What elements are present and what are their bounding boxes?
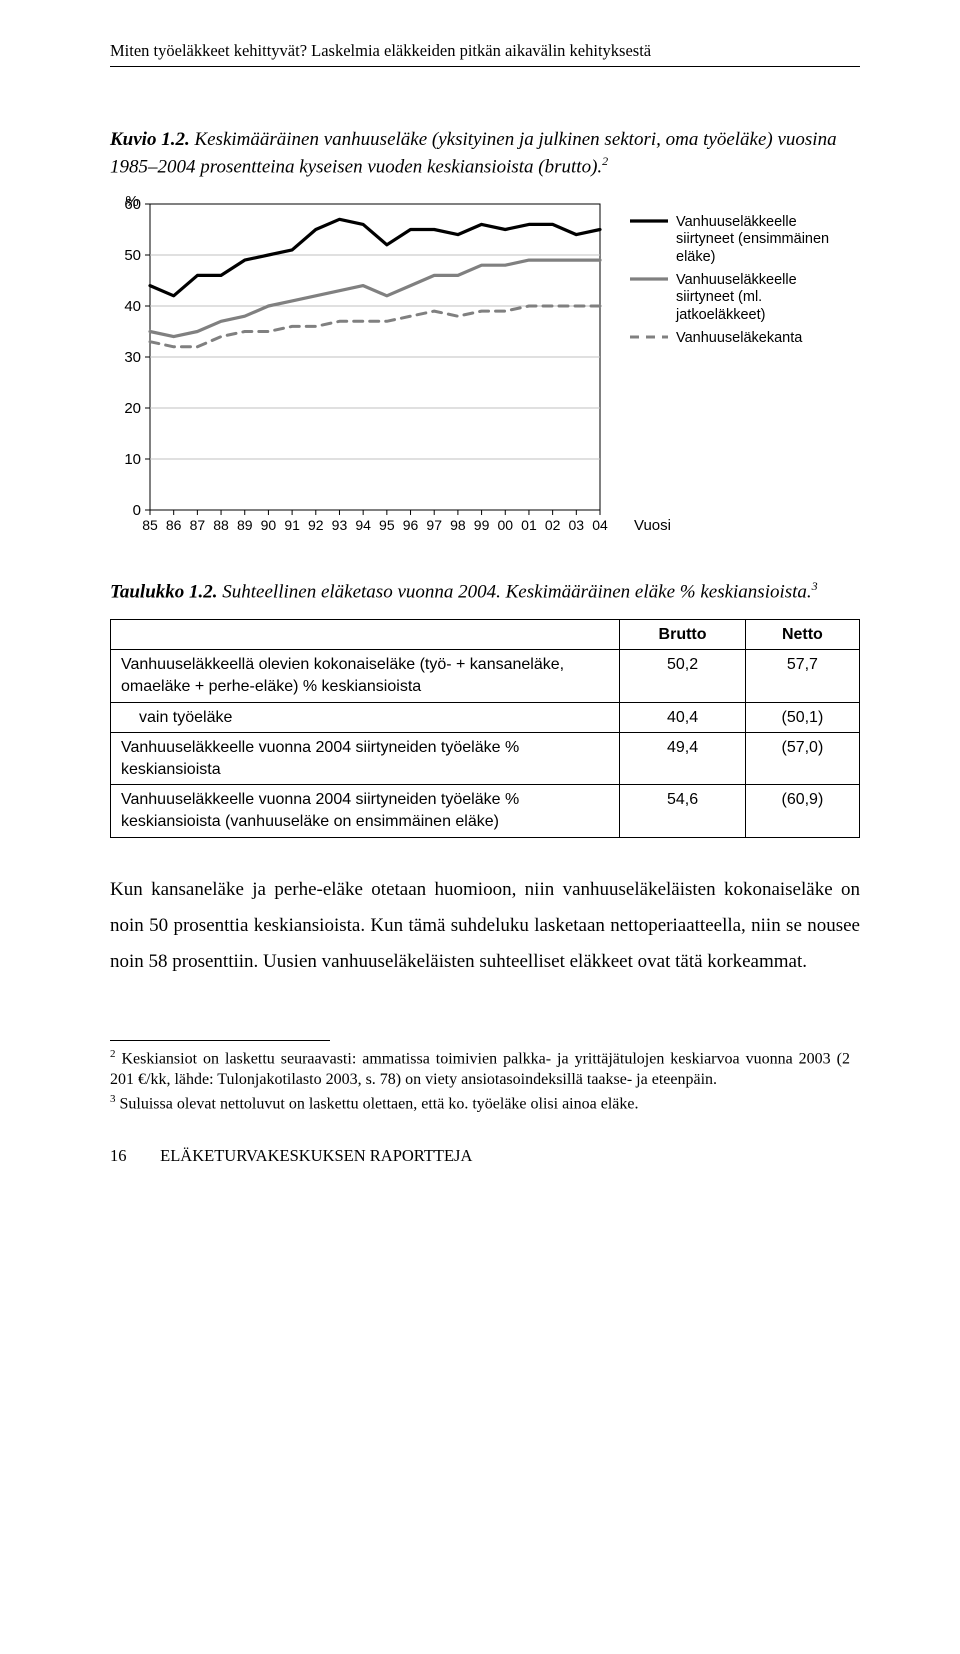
svg-text:40: 40 xyxy=(124,298,141,315)
legend-swatch xyxy=(630,272,668,286)
figure-title: Keskimääräinen vanhuuseläke (yksityinen … xyxy=(110,129,837,177)
table-cell-netto: (50,1) xyxy=(745,702,859,733)
svg-text:04: 04 xyxy=(592,517,608,533)
data-table: BruttoNettoVanhuuseläkkeellä olevien kok… xyxy=(110,619,860,838)
svg-text:%: % xyxy=(125,194,138,210)
table-row: Vanhuuseläkkeelle vuonna 2004 siirtyneid… xyxy=(111,733,860,785)
footnote-2-num: 2 xyxy=(110,1048,116,1060)
table-header-cell xyxy=(111,619,620,650)
legend-label: Vanhuuseläkekanta xyxy=(676,330,802,347)
table-row: Vanhuuseläkkeelle vuonna 2004 siirtyneid… xyxy=(111,785,860,837)
svg-text:30: 30 xyxy=(124,349,141,366)
svg-text:94: 94 xyxy=(355,517,371,533)
figure-sup: 2 xyxy=(602,154,608,168)
table-cell-label: vain työeläke xyxy=(111,702,620,733)
svg-text:93: 93 xyxy=(332,517,348,533)
svg-text:96: 96 xyxy=(403,517,419,533)
svg-text:87: 87 xyxy=(190,517,206,533)
svg-text:50: 50 xyxy=(124,247,141,264)
table-cell-label: Vanhuuseläkkeellä olevien kokonaiseläke … xyxy=(111,650,620,702)
table-cell-brutto: 50,2 xyxy=(620,650,745,702)
footnote-2-text: Keskiansiot on laskettu seuraavasti: amm… xyxy=(110,1050,850,1087)
footnote-3: 3 Suluissa olevat nettoluvut on laskettu… xyxy=(110,1092,850,1115)
table-cell-brutto: 49,4 xyxy=(620,733,745,785)
footnote-3-num: 3 xyxy=(110,1093,116,1105)
svg-text:20: 20 xyxy=(124,400,141,417)
table-cell-label: Vanhuuseläkkeelle vuonna 2004 siirtyneid… xyxy=(111,733,620,785)
legend-swatch xyxy=(630,214,668,228)
figure-label: Kuvio 1.2. xyxy=(110,129,190,150)
table-cell-brutto: 40,4 xyxy=(620,702,745,733)
svg-text:99: 99 xyxy=(474,517,490,533)
table-cell-netto: (57,0) xyxy=(745,733,859,785)
table-row: Vanhuuseläkkeellä olevien kokonaiseläke … xyxy=(111,650,860,702)
table-cell-netto: 57,7 xyxy=(745,650,859,702)
table-header-row: BruttoNetto xyxy=(111,619,860,650)
svg-text:86: 86 xyxy=(166,517,182,533)
svg-text:92: 92 xyxy=(308,517,324,533)
table-cell-label: Vanhuuseläkkeelle vuonna 2004 siirtyneid… xyxy=(111,785,620,837)
svg-text:Vuosi: Vuosi xyxy=(634,517,671,534)
figure-caption: Kuvio 1.2. Keskimääräinen vanhuuseläke (… xyxy=(110,127,860,180)
svg-text:89: 89 xyxy=(237,517,253,533)
footnote-3-text: Suluissa olevat nettoluvut on laskettu o… xyxy=(120,1095,639,1112)
svg-text:88: 88 xyxy=(213,517,229,533)
page-footer: 16 ELÄKETURVAKESKUKSEN RAPORTTEJA xyxy=(110,1145,860,1167)
svg-text:02: 02 xyxy=(545,517,561,533)
body-paragraph: Kun kansaneläke ja perhe-eläke otetaan h… xyxy=(110,872,860,980)
svg-text:91: 91 xyxy=(284,517,300,533)
table-caption: Taulukko 1.2. Suhteellinen eläketaso vuo… xyxy=(110,578,860,605)
running-head: Miten työeläkkeet kehittyvät? Laskelmia … xyxy=(110,40,860,67)
table-row: vain työeläke40,4(50,1) xyxy=(111,702,860,733)
table-sup: 3 xyxy=(812,579,818,593)
table-label: Taulukko 1.2. xyxy=(110,581,218,602)
legend-label: Vanhuuseläkkeelle siirtyneet (ml. jatkoe… xyxy=(676,272,830,324)
footnote-2: 2 Keskiansiot on laskettu seuraavasti: a… xyxy=(110,1047,850,1090)
chart: 0102030405060%85868788899091929394959697… xyxy=(110,194,830,544)
table-header-cell: Netto xyxy=(745,619,859,650)
table-title: Suhteellinen eläketaso vuonna 2004. Kesk… xyxy=(222,581,811,602)
svg-text:10: 10 xyxy=(124,451,141,468)
svg-text:01: 01 xyxy=(521,517,537,533)
legend-item: Vanhuuseläkkeelle siirtyneet (ensimmäine… xyxy=(630,214,830,266)
legend-item: Vanhuuseläkekanta xyxy=(630,330,830,347)
page-number: 16 xyxy=(110,1145,156,1167)
svg-text:90: 90 xyxy=(261,517,277,533)
table-cell-netto: (60,9) xyxy=(745,785,859,837)
svg-text:95: 95 xyxy=(379,517,395,533)
svg-text:85: 85 xyxy=(142,517,158,533)
svg-text:00: 00 xyxy=(497,517,513,533)
svg-text:03: 03 xyxy=(569,517,585,533)
legend-label: Vanhuuseläkkeelle siirtyneet (ensimmäine… xyxy=(676,214,830,266)
table-cell-brutto: 54,6 xyxy=(620,785,745,837)
legend-item: Vanhuuseläkkeelle siirtyneet (ml. jatkoe… xyxy=(630,272,830,324)
footnotes: 2 Keskiansiot on laskettu seuraavasti: a… xyxy=(110,1041,850,1115)
svg-text:97: 97 xyxy=(426,517,442,533)
chart-legend: Vanhuuseläkkeelle siirtyneet (ensimmäine… xyxy=(630,214,830,354)
table-header-cell: Brutto xyxy=(620,619,745,650)
footer-text: ELÄKETURVAKESKUKSEN RAPORTTEJA xyxy=(160,1146,472,1165)
svg-text:98: 98 xyxy=(450,517,466,533)
svg-text:0: 0 xyxy=(133,502,141,519)
legend-swatch xyxy=(630,330,668,344)
